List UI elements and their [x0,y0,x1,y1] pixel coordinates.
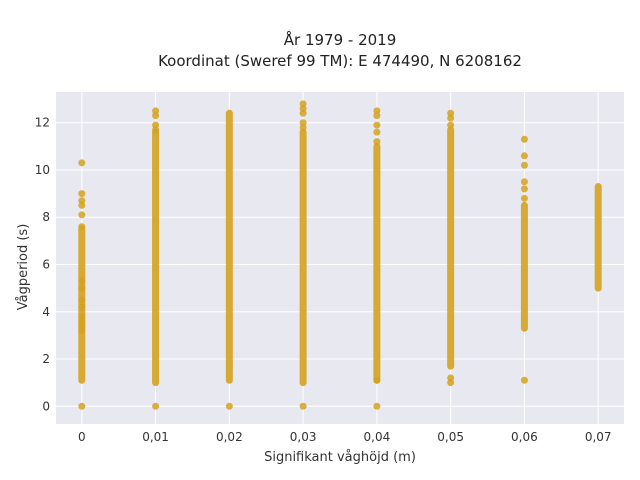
data-point [78,223,86,231]
data-point [299,109,307,117]
data-point [78,277,86,285]
x-axis-title: Signifikant våghöjd (m) [264,450,416,465]
y-tick-label: 2 [42,352,50,366]
y-tick-label: 4 [42,305,50,319]
data-point [373,138,381,146]
x-tick-label: 0,02 [216,430,243,444]
data-point [520,152,528,160]
data-point [373,402,381,410]
y-axis-title: Vågperiod (s) [16,224,31,311]
y-tick-label: 8 [42,210,50,224]
y-tick-label: 6 [42,257,50,271]
data-point [78,303,86,311]
data-point [520,161,528,169]
y-axis-ticks: 0 2 4 6 8 10 12 [35,116,50,414]
data-point [520,135,528,143]
data-point [299,123,307,131]
data-point [78,327,86,335]
data-point [373,112,381,120]
data-point [78,159,86,167]
x-tick-label: 0,06 [511,430,538,444]
data-point [373,121,381,129]
x-tick-label: 0,05 [437,430,464,444]
data-point [78,402,86,410]
plot-area [56,92,624,424]
x-tick-label: 0 [78,430,86,444]
data-point [78,211,86,219]
data-point [373,376,381,384]
data-point [447,121,455,129]
x-tick-label: 0,01 [142,430,169,444]
data-point [78,201,86,209]
data-point [520,185,528,193]
data-points [78,100,602,410]
data-point [299,402,307,410]
data-point [152,126,160,134]
y-tick-label: 0 [42,399,50,413]
chart-title-line-1: År 1979 - 2019 [284,30,397,49]
data-point [78,296,86,304]
x-axis-ticks: 0 0,01 0,02 0,03 0,04 0,05 0,06 0,07 [78,430,612,444]
y-tick-label: 12 [35,116,50,130]
x-tick-label: 0,03 [290,430,317,444]
y-tick-label: 10 [35,163,50,177]
data-point [373,128,381,136]
data-point [520,194,528,202]
data-point [520,178,528,186]
data-point [78,284,86,292]
data-point [447,114,455,122]
data-point [520,376,528,384]
data-point [152,112,160,120]
data-point [152,402,160,410]
chart-title-line-2: Koordinat (Sweref 99 TM): E 474490, N 62… [158,52,522,70]
data-point [447,379,455,387]
data-point [78,190,86,198]
data-point [225,402,233,410]
x-tick-label: 0,07 [585,430,612,444]
x-tick-label: 0,04 [364,430,391,444]
